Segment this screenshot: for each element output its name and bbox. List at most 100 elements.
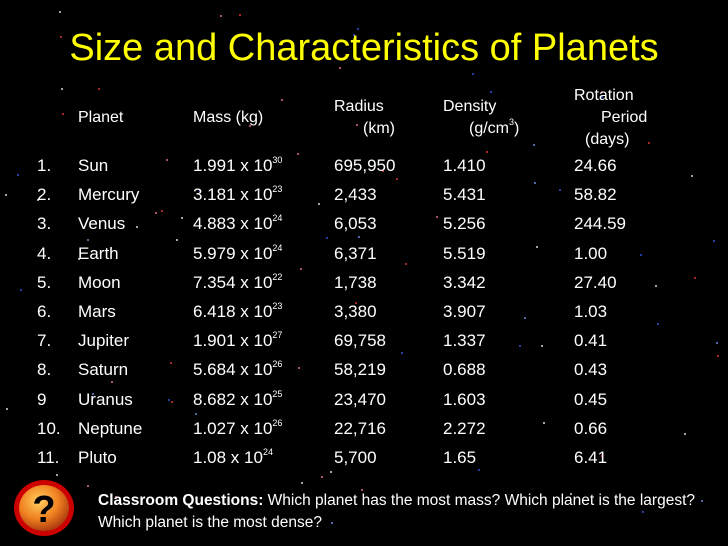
star-dot [475, 41, 477, 43]
star-dot [716, 342, 718, 344]
star-dot [239, 14, 241, 16]
star-dot [478, 469, 480, 471]
radius-value: 695,950 [334, 156, 396, 175]
star-dot [353, 34, 355, 36]
radius-value: 2,433 [334, 185, 377, 205]
star-dot [356, 124, 358, 126]
table-row: 7. Jupiter 1.901 x 1027 69,758 1.337 0.41 [0, 329, 728, 358]
mass-base: 6.418 x 10 [193, 302, 273, 321]
table-row: 10. Neptune 1.027 x 1026 22,716 2.272 0.66 [0, 417, 728, 446]
star-dot [559, 189, 561, 191]
radius-value: 5,700 [334, 448, 377, 467]
star-dot [684, 433, 686, 435]
planet-name: Uranus [78, 389, 133, 409]
star-dot [195, 413, 197, 415]
star-dot [382, 170, 384, 172]
star-dot [533, 144, 535, 146]
star-dot [339, 67, 341, 69]
star-dot [61, 88, 63, 90]
rotation-value: 1.00 [574, 243, 608, 263]
mass-value: 1.08 x 1024 [193, 446, 273, 470]
star-dot [717, 355, 719, 357]
star-dot [642, 511, 644, 513]
svg-text:?: ? [32, 489, 55, 531]
mass-base: 5.684 x 10 [193, 360, 273, 380]
header-density-prefix: (g/cm [469, 120, 509, 137]
mass-value: 5.979 x 1024 [193, 242, 282, 266]
star-dot [260, 41, 262, 43]
star-dot [297, 153, 299, 155]
star-dot [62, 113, 64, 115]
density-value: 5.256 [443, 214, 486, 234]
star-dot [655, 285, 657, 287]
mass-value: 1.991 x 1030 [193, 154, 282, 178]
star-dot [170, 362, 172, 364]
star-dot [301, 482, 303, 484]
row-number: 10. [37, 418, 61, 438]
star-dot [651, 56, 653, 58]
star-dot [451, 46, 453, 48]
planet-name: Venus [78, 214, 126, 234]
mass-base: 1.027 x 10 [193, 418, 273, 438]
star-dot [701, 500, 703, 502]
classroom-questions: Classroom Questions: Which planet has th… [98, 490, 718, 534]
planet-name: Saturn [78, 360, 129, 380]
mass-exponent: 23 [272, 301, 283, 311]
header-planet: Planet [78, 109, 124, 126]
radius-value: 69,758 [334, 331, 386, 351]
questions-label: Classroom Questions: [98, 492, 264, 509]
row-number: 4. [37, 243, 52, 263]
star-dot [87, 239, 89, 241]
star-dot [490, 91, 492, 93]
rotation-value: 0.41 [574, 331, 608, 351]
star-dot [155, 212, 157, 214]
star-dot [361, 489, 363, 491]
star-dot [136, 226, 138, 228]
mass-base: 1.08 x 10 [193, 448, 263, 467]
star-dot [298, 367, 300, 369]
star-dot [436, 216, 438, 218]
planet-name: Pluto [78, 448, 117, 467]
question-mark-icon: ? [14, 480, 74, 536]
mass-value: 6.418 x 1023 [193, 300, 282, 324]
radius-value: 3,380 [334, 302, 377, 321]
mass-value: 4.883 x 1024 [193, 212, 282, 236]
star-dot [601, 455, 603, 457]
star-dot [326, 48, 328, 50]
rotation-value: 58.82 [574, 185, 617, 205]
density-value: 0.688 [443, 360, 486, 380]
density-value: 3.342 [443, 272, 486, 292]
star-dot [56, 474, 58, 476]
star-dot [111, 381, 113, 383]
star-dot [524, 317, 526, 319]
density-value: 3.907 [443, 302, 486, 321]
table-row: 1. Sun 1.991 x 1030 695,950 1.410 24.66 [0, 154, 728, 183]
density-value: 1.65 [443, 448, 477, 467]
mass-exponent: 24 [272, 213, 283, 224]
rotation-value: 244.59 [574, 214, 626, 234]
mass-value: 7.354 x 1022 [193, 271, 282, 295]
radius-value: 6,053 [334, 214, 377, 234]
mass-base: 8.682 x 10 [193, 389, 273, 409]
header-density-line1: Density [443, 98, 497, 115]
star-dot [181, 217, 183, 219]
star-dot [161, 210, 163, 212]
star-dot [60, 36, 62, 38]
star-dot [648, 142, 650, 144]
table-row: 9 Uranus 8.682 x 1025 23,470 1.603 0.45 [0, 388, 728, 417]
mass-exponent: 26 [272, 359, 283, 370]
row-number: 5. [37, 272, 52, 292]
star-dot [318, 203, 320, 205]
star-dot [541, 345, 543, 347]
star-dot [543, 422, 545, 424]
row-number: 1. [37, 156, 52, 175]
star-dot [281, 99, 283, 101]
rotation-value: 6.41 [574, 448, 608, 467]
table-row: 4. Earth 5.979 x 1024 6,371 5.519 1.00 [0, 242, 728, 271]
planet-name: Earth [78, 243, 119, 263]
mass-exponent: 30 [272, 155, 283, 165]
star-dot [601, 96, 603, 98]
star-dot [534, 182, 536, 184]
star-dot [713, 240, 715, 242]
